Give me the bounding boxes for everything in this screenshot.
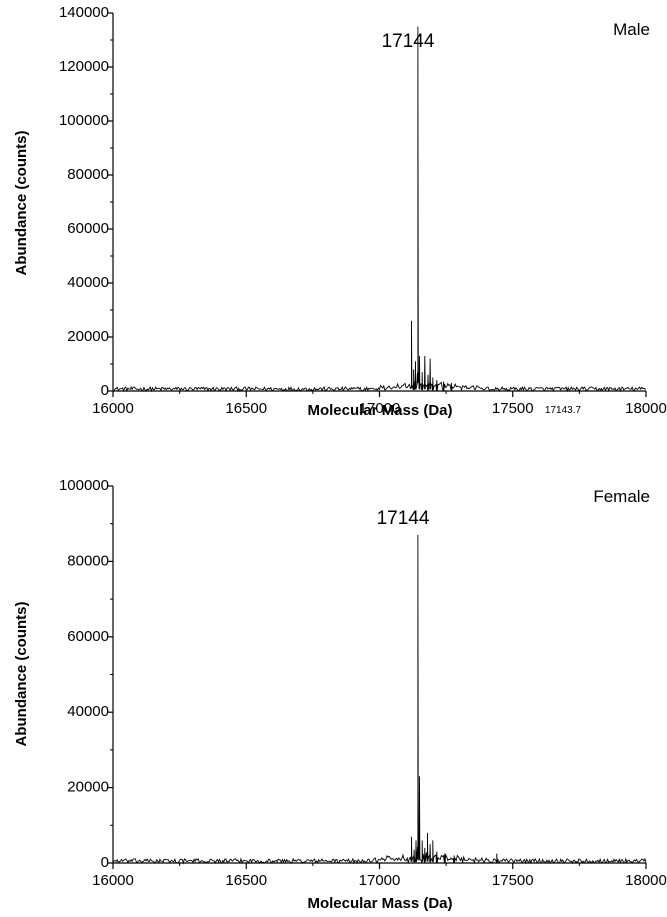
x-tick-label: 17500 xyxy=(492,872,534,889)
y-tick-label: 0 xyxy=(101,854,109,871)
extra-mass-note: 17143.7 xyxy=(545,405,582,416)
x-tick-label: 17500 xyxy=(492,400,534,417)
x-tick-label: 16000 xyxy=(92,400,134,417)
x-tick-label: 18000 xyxy=(625,400,667,417)
x-ticks: 16000 16500 17000 17500 18000 xyxy=(92,391,667,417)
y-axis-label: Abundance (counts) xyxy=(13,130,30,275)
x-axis-label: Molecular Mass (Da) xyxy=(307,402,452,419)
spectrum-series xyxy=(112,26,647,393)
x-tick-label: 16500 xyxy=(225,400,267,417)
peak-label: 17144 xyxy=(382,31,435,52)
x-axis-label: Molecular Mass (Da) xyxy=(307,895,452,912)
y-tick-label: 20000 xyxy=(67,328,109,345)
x-tick-label: 16500 xyxy=(225,872,267,889)
female-spectrum-panel: 0 20000 40000 60000 80000 100000 16000 16500 17… xyxy=(13,477,667,912)
y-axis-label: Abundance (counts) xyxy=(13,601,30,746)
y-tick-label: 140000 xyxy=(59,4,109,21)
y-tick-label: 40000 xyxy=(67,274,109,291)
spectrum-series xyxy=(112,535,647,865)
male-spectrum-panel: 020000400006000080000100000120000140000 … xyxy=(13,4,667,419)
spectrum-line xyxy=(112,535,647,865)
y-ticks: 0 20000 40000 60000 80000 100000 xyxy=(59,477,113,871)
y-tick-label: 40000 xyxy=(67,703,109,720)
panel-title-female: Female xyxy=(593,487,650,506)
y-tick-label: 80000 xyxy=(67,166,109,183)
spectrum-line xyxy=(112,26,647,393)
panel-title-male: Male xyxy=(613,20,650,39)
x-tick-label: 16000 xyxy=(92,872,134,889)
y-tick-label: 100000 xyxy=(59,477,109,494)
y-tick-label: 120000 xyxy=(59,58,109,75)
x-tick-label: 17000 xyxy=(359,400,401,417)
y-tick-label: 0 xyxy=(101,382,109,399)
y-tick-label: 20000 xyxy=(67,779,109,796)
peak-label: 17144 xyxy=(377,508,430,529)
y-tick-label: 80000 xyxy=(67,552,109,569)
y-ticks: 0 20000 40000 60000 80000 100000 120000 140000 xyxy=(59,4,113,399)
y-tick-label: 60000 xyxy=(67,628,109,645)
y-tick-label: 60000 xyxy=(67,220,109,237)
x-tick-label: 17000 xyxy=(359,872,401,889)
x-tick-label: 18000 xyxy=(625,872,667,889)
x-ticks: 16000 16500 17000 17500 18000 xyxy=(92,863,667,889)
y-tick-label: 100000 xyxy=(59,112,109,129)
